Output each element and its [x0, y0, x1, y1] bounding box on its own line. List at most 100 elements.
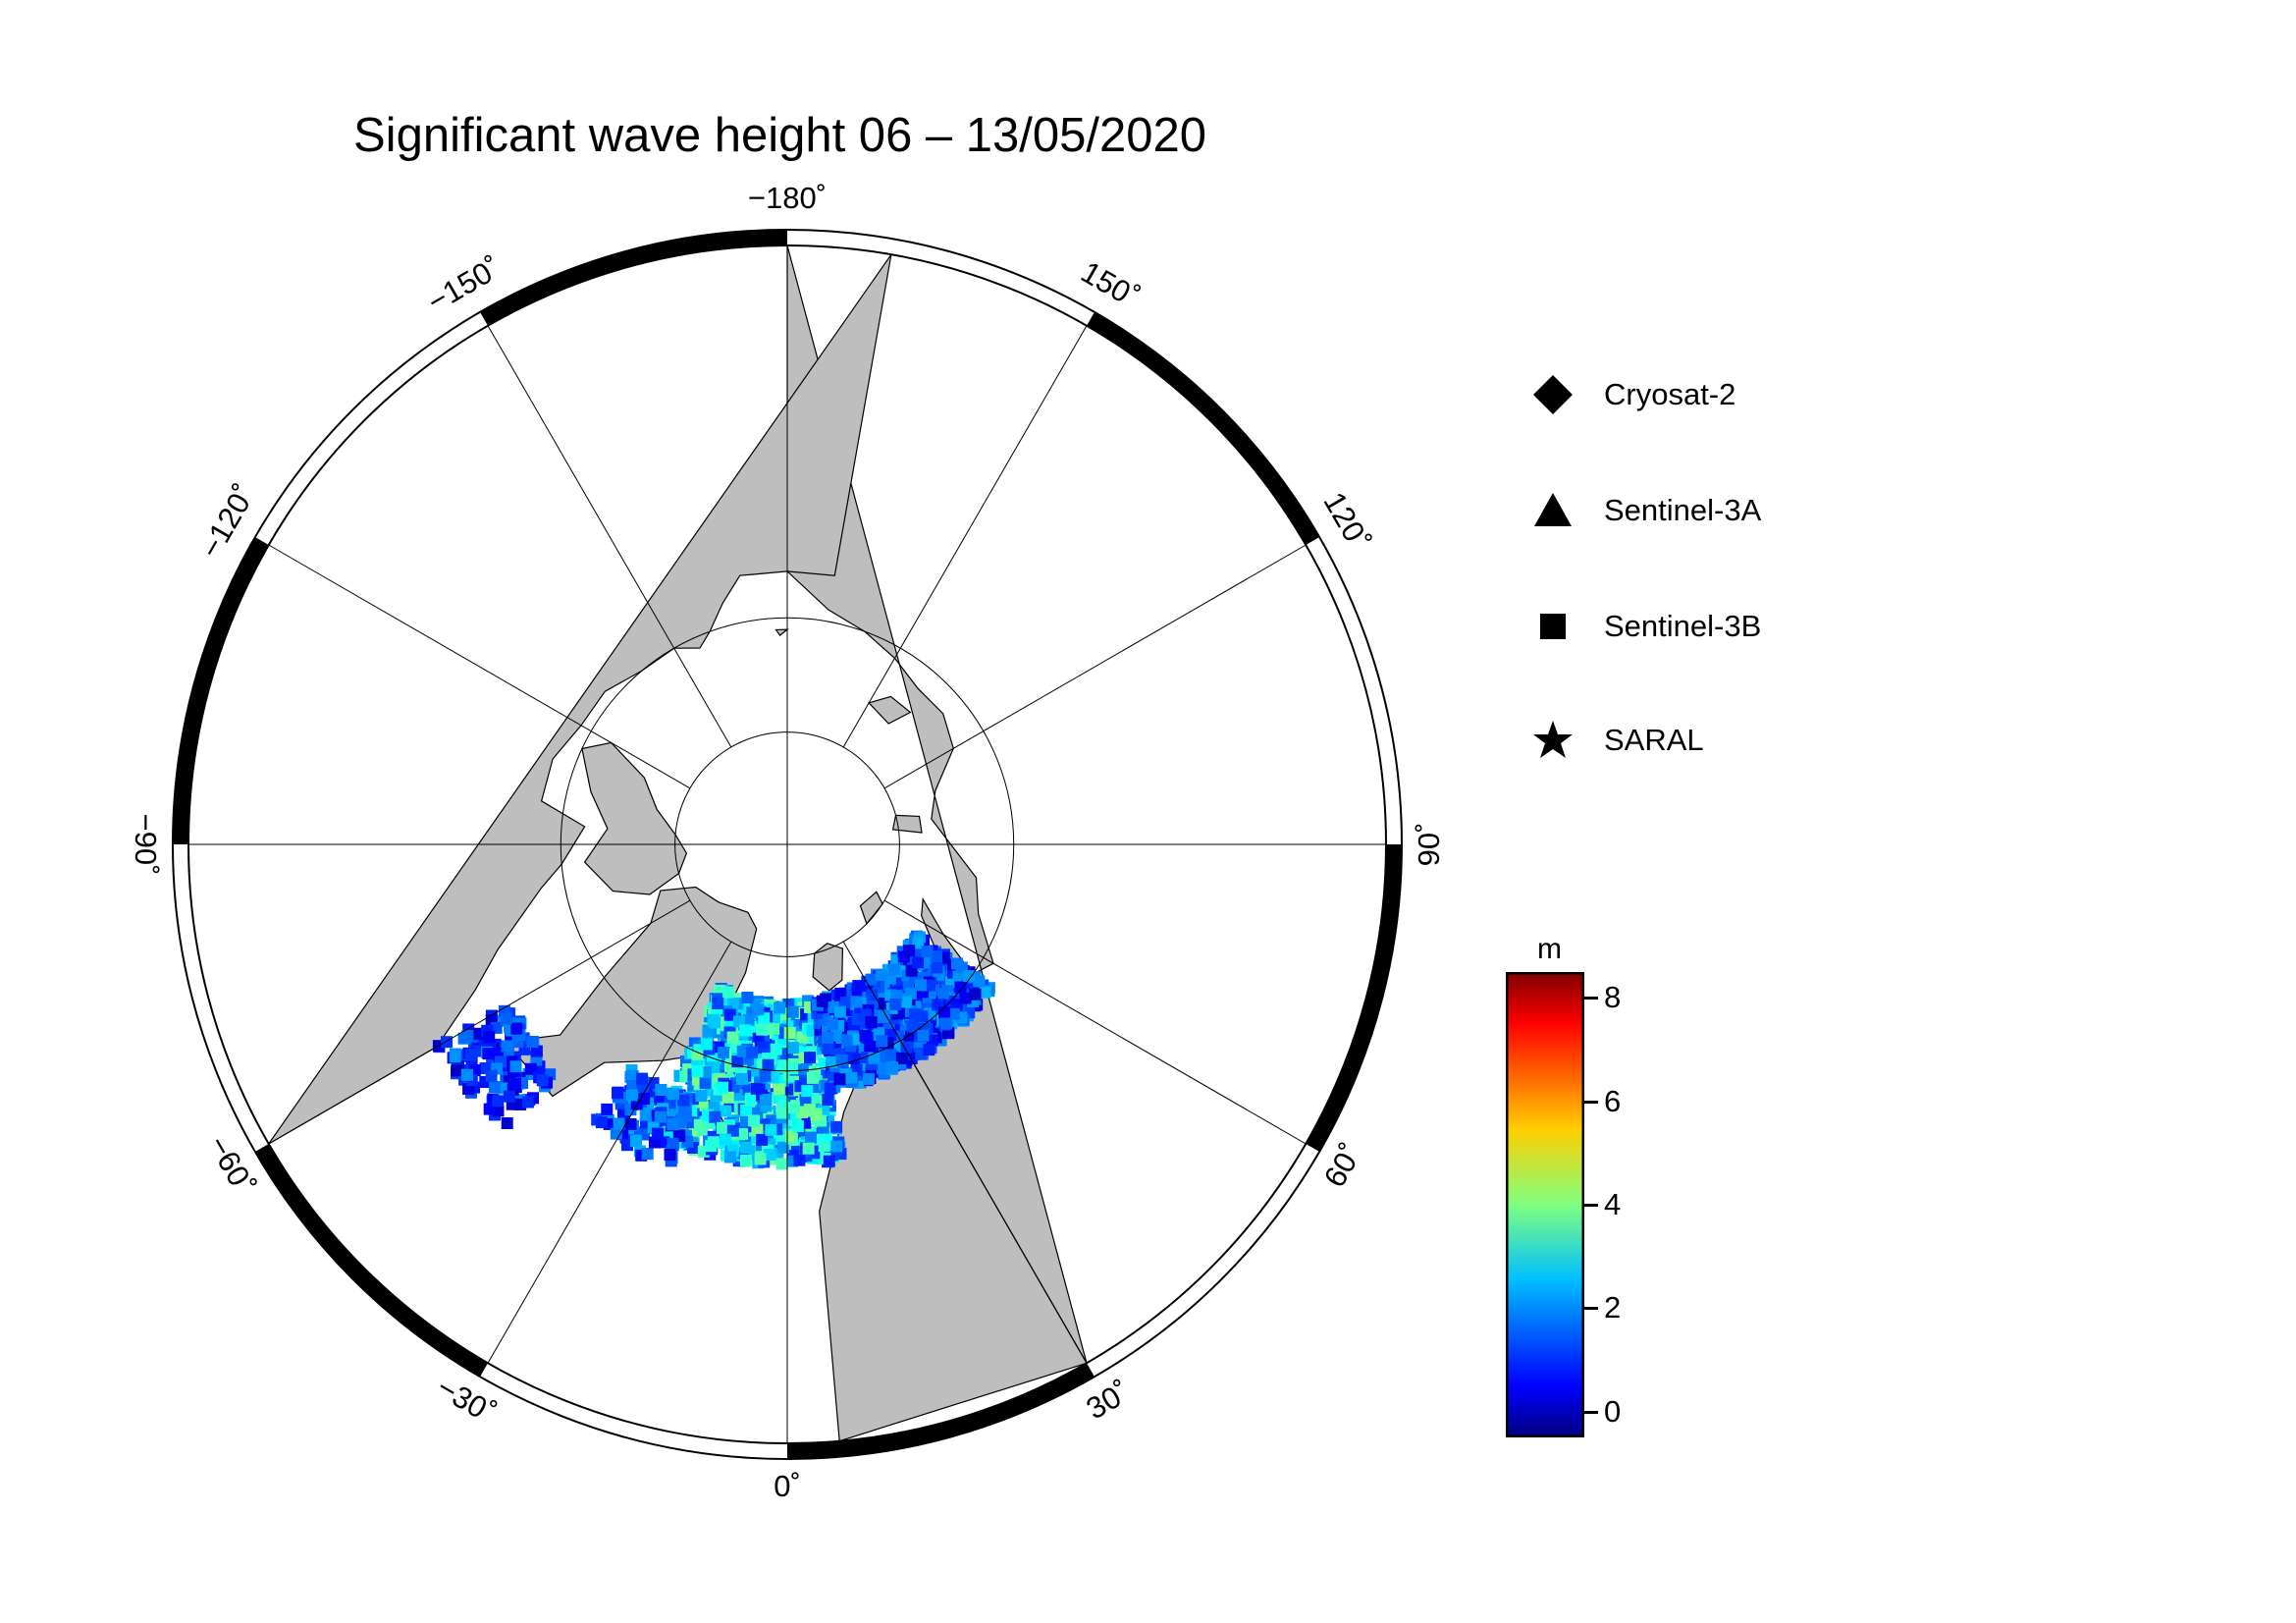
swh-marker [765, 1123, 777, 1136]
swh-marker [746, 1047, 759, 1059]
swh-marker [888, 963, 901, 976]
land-franz-josef [859, 891, 883, 926]
swh-marker [900, 1041, 913, 1054]
swh-marker [833, 1073, 846, 1086]
swh-marker [717, 1047, 729, 1058]
swh-marker [850, 996, 863, 1008]
swh-marker [712, 998, 724, 1009]
swh-marker [720, 1105, 732, 1117]
swh-marker [521, 1096, 534, 1109]
swh-marker [460, 1068, 473, 1081]
swh-marker [768, 1023, 780, 1036]
land-canadian-islands [581, 741, 688, 895]
meridian-line [842, 325, 1088, 748]
swh-marker [491, 1062, 504, 1075]
swh-marker [791, 1120, 804, 1133]
swh-marker [741, 992, 754, 1003]
swh-marker [774, 1001, 785, 1014]
land-masses [268, 245, 1088, 1442]
swh-marker [804, 1052, 816, 1064]
swh-marker [461, 1030, 474, 1043]
swh-marker [823, 1043, 835, 1055]
swh-marker [613, 1117, 625, 1130]
swh-marker [509, 1077, 521, 1090]
swh-marker [652, 1127, 664, 1140]
swh-marker [884, 1049, 897, 1061]
swh-marker [912, 956, 925, 969]
swh-marker [464, 1048, 477, 1060]
swh-marker [969, 988, 982, 1001]
swh-marker [654, 1110, 667, 1123]
colorbar-tick-label: 6 [1604, 1083, 1622, 1118]
swh-marker [802, 1142, 815, 1155]
swh-marker [751, 1123, 764, 1136]
swh-marker [824, 1082, 836, 1095]
longitude-label: 90˚ [1412, 823, 1446, 867]
frame-band [254, 1144, 488, 1378]
swh-marker [786, 1042, 799, 1055]
swh-marker [834, 987, 847, 1000]
longitude-label: 150˚ [1076, 254, 1146, 314]
swh-marker [693, 1118, 706, 1131]
swh-marker [886, 1061, 898, 1074]
swh-marker [709, 1110, 721, 1123]
swh-marker [629, 1134, 642, 1147]
swh-marker [451, 1064, 463, 1077]
swh-marker [926, 1034, 938, 1047]
swh-marker [530, 1045, 543, 1057]
swh-marker [900, 996, 912, 1008]
colorbar-tick-label: 4 [1604, 1187, 1622, 1221]
swh-marker [830, 1140, 843, 1153]
swh-marker [759, 1094, 772, 1106]
swh-marker [865, 1016, 878, 1028]
legend-item-cryosat: Cryosat-2 [1531, 373, 1735, 416]
swh-marker [862, 1073, 875, 1086]
colorbar-tick [1584, 997, 1598, 1001]
swh-marker [931, 950, 942, 963]
legend-item-saral: SARAL [1531, 719, 1704, 762]
swh-marker [752, 1003, 765, 1016]
legend-label: Sentinel-3B [1604, 609, 1762, 643]
swh-marker [500, 1012, 512, 1025]
colorbar-tick [1584, 1410, 1598, 1414]
swh-marker [770, 1043, 782, 1055]
swh-marker [924, 979, 935, 992]
swh-marker [979, 986, 991, 999]
swh-marker [610, 1127, 622, 1140]
swh-marker [488, 1081, 501, 1093]
swh-marker [754, 1153, 767, 1165]
swh-marker [762, 1058, 774, 1071]
swh-marker [667, 1118, 679, 1131]
swh-marker [845, 1071, 858, 1084]
legend-item-sentinel-3a: Sentinel-3A [1531, 489, 1761, 532]
swh-marker [808, 1065, 821, 1078]
meridian-line [842, 941, 1088, 1364]
swh-marker [786, 1005, 799, 1018]
swh-marker [699, 1077, 712, 1090]
frame-band [173, 537, 269, 844]
swh-marker [826, 1018, 838, 1031]
swh-marker [723, 1008, 736, 1021]
meridian-line [268, 899, 691, 1145]
swh-marker [810, 1109, 823, 1121]
swh-marker [937, 988, 950, 1000]
longitude-label: −90˚ [129, 814, 163, 876]
swh-marker [764, 1149, 776, 1161]
swh-marker [501, 1117, 513, 1129]
swh-marker [748, 1114, 761, 1127]
swh-marker [691, 1065, 704, 1078]
swh-marker [492, 1095, 505, 1108]
swh-marker [739, 1024, 752, 1037]
longitude-label: −30˚ [431, 1370, 502, 1431]
map-title: Significant wave height 06 – 13/05/2020 [353, 109, 1207, 162]
swh-marker [822, 1031, 833, 1044]
colorbar-unit: m [1537, 933, 1562, 965]
swh-marker [963, 970, 976, 983]
swh-marker [875, 969, 887, 982]
swh-marker [750, 1082, 763, 1095]
longitude-label: 0˚ [774, 1469, 801, 1503]
colorbar-tick [1584, 1307, 1598, 1311]
swh-marker [816, 995, 828, 1007]
swh-marker [864, 1041, 877, 1053]
swh-marker [889, 999, 902, 1010]
